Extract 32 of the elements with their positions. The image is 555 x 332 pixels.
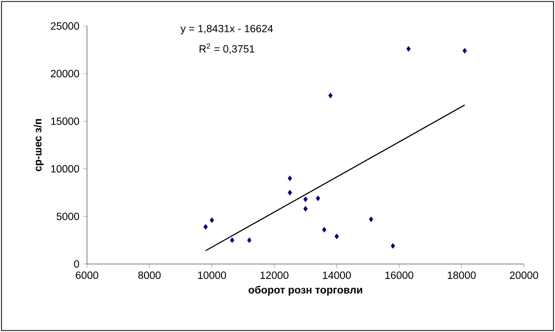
point [303, 206, 308, 212]
point [316, 196, 320, 202]
point [390, 243, 396, 249]
y-tick-label: 20000 [50, 70, 80, 78]
y-tick-label: 15000 [51, 118, 80, 125]
point [230, 237, 234, 243]
y-tick-label: 5000 [56, 212, 80, 220]
x-tick-label: 16000 [385, 272, 414, 279]
point [328, 92, 333, 98]
x-tick-label: 6000 [76, 272, 98, 279]
point [288, 190, 292, 196]
x-axis-title: оборот розн торговли [248, 286, 362, 296]
x-tick-label: 10000 [198, 272, 226, 279]
y-tick-label: 0 [74, 260, 80, 268]
point [203, 224, 208, 230]
y-axis-title: ср-шес з/п [34, 119, 44, 172]
point [288, 176, 292, 182]
y-tick-label: 10000 [51, 165, 80, 173]
point [334, 234, 339, 240]
x-tick-label: 8000 [138, 272, 161, 279]
point [210, 217, 214, 224]
x-tick-label: 14000 [322, 272, 351, 279]
annotation: R$^{2}$ = 0,3751 [200, 43, 254, 54]
y-tick-label: 25000 [50, 22, 80, 30]
x-tick-label: 12000 [260, 272, 288, 279]
x-tick-label: 20000 [510, 272, 538, 279]
point [406, 46, 411, 52]
point [247, 237, 252, 243]
x-tick-label: 18000 [448, 272, 476, 279]
point [303, 196, 308, 202]
point [368, 216, 374, 222]
annotation: y = 1,8431x - 16624 [180, 24, 273, 34]
